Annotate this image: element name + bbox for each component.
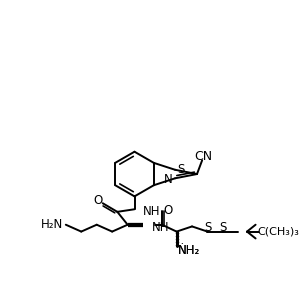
Text: H₂N: H₂N [41,218,63,231]
Text: O: O [94,194,103,207]
Text: NH₂: NH₂ [178,244,200,257]
Text: N: N [164,173,172,186]
Text: S: S [204,221,211,234]
Text: S: S [219,221,226,234]
Text: S: S [178,163,185,176]
Text: ṄH₂: ṄH₂ [178,244,200,257]
Text: CN: CN [194,150,212,164]
Text: C(CH₃)₃: C(CH₃)₃ [257,226,299,237]
Text: NH: NH [143,205,160,218]
Text: O: O [164,205,172,218]
Text: NH: NH [152,221,169,234]
